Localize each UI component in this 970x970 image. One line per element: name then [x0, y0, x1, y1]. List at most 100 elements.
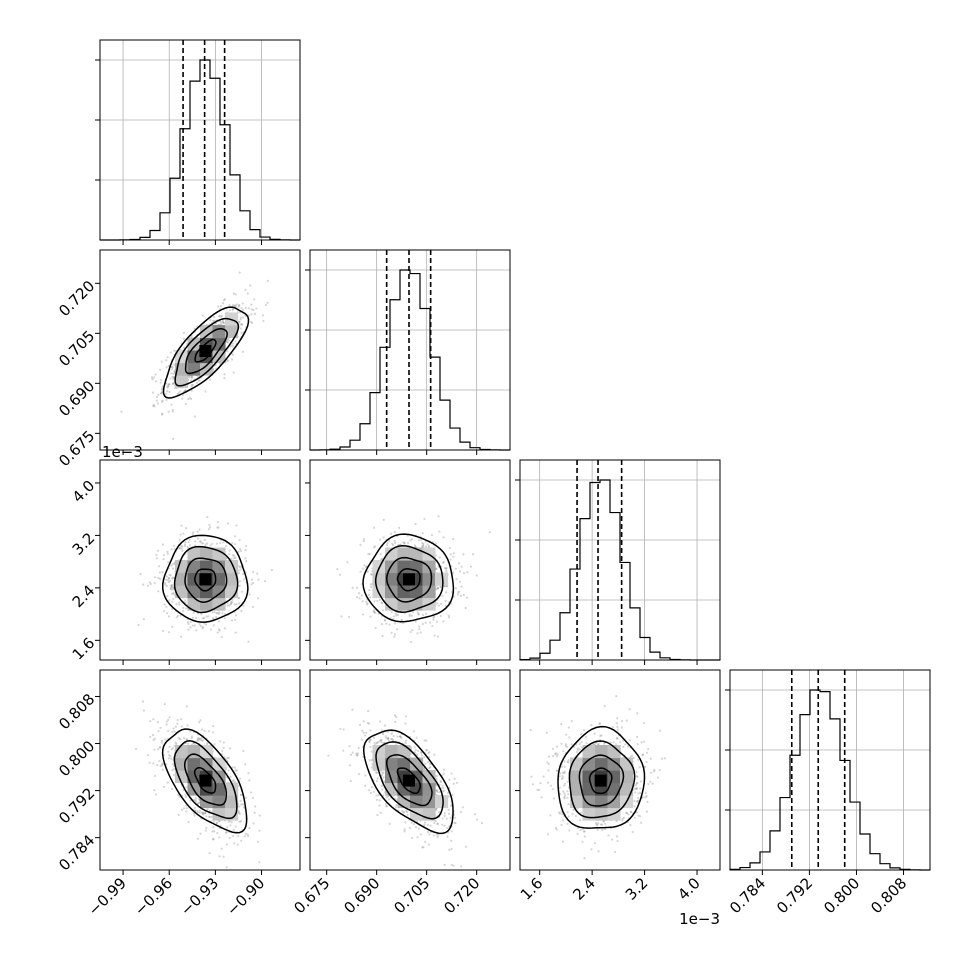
sample-point: [238, 602, 241, 605]
sample-point: [400, 737, 403, 740]
sample-point: [262, 319, 265, 323]
sample-point: [208, 815, 211, 818]
sample-point: [239, 565, 242, 568]
density-cell: [435, 795, 449, 809]
sample-point: [394, 720, 397, 724]
sample-point: [200, 811, 204, 814]
sample-point: [462, 593, 465, 597]
sample-point: [403, 541, 406, 544]
sample-point: [452, 552, 455, 555]
sample-point: [453, 821, 456, 824]
sample-point: [387, 739, 390, 742]
sample-point: [171, 365, 174, 368]
sample-point: [204, 811, 207, 814]
sample-point: [190, 379, 193, 382]
sample-point: [238, 565, 241, 568]
sample-point: [403, 830, 406, 833]
sample-point: [413, 751, 416, 754]
sample-point: [172, 377, 175, 381]
sample-point: [475, 818, 479, 821]
sample-point: [206, 808, 209, 811]
sample-point: [231, 598, 234, 602]
sample-point: [417, 612, 420, 616]
sample-point: [219, 541, 222, 545]
sample-point: [391, 542, 394, 545]
sample-point: [270, 568, 274, 572]
sample-point: [266, 279, 269, 283]
sample-point: [386, 730, 389, 734]
sample-point: [362, 538, 366, 541]
sample-point: [390, 737, 393, 741]
sample-point: [187, 376, 190, 379]
sample-point: [373, 600, 376, 603]
sample-point: [234, 825, 237, 828]
sample-point: [166, 578, 169, 582]
sample-point: [215, 611, 218, 615]
sample-point: [171, 366, 174, 369]
contour-1-2-1: [386, 556, 433, 603]
sample-point: [141, 700, 145, 703]
sample-point: [169, 584, 173, 587]
sample-point: [168, 579, 171, 583]
sample-point: [233, 603, 236, 606]
sample-point: [400, 619, 403, 622]
density-1-3: [327, 708, 484, 868]
sample-point: [218, 314, 221, 317]
sample-point: [209, 526, 212, 529]
sample-point: [177, 392, 180, 395]
sample-point: [187, 540, 190, 544]
sample-point: [152, 391, 155, 394]
contour-0-2-2: [173, 545, 239, 614]
sample-point: [224, 831, 228, 834]
sample-point: [435, 620, 439, 623]
sample-point: [572, 808, 575, 811]
sample-point: [363, 564, 366, 567]
sample-point: [237, 550, 240, 553]
sample-point: [156, 763, 159, 767]
sample-point: [232, 304, 235, 307]
sample-point: [458, 580, 462, 583]
sample-point: [226, 604, 229, 607]
sample-point: [189, 799, 192, 802]
sample-point: [188, 376, 191, 379]
sample-point: [373, 741, 376, 745]
sample-point: [449, 816, 452, 820]
sample-point: [249, 284, 252, 287]
sample-point: [531, 783, 535, 786]
sample-point: [448, 848, 451, 851]
sample-point: [139, 572, 142, 576]
sample-point: [167, 577, 171, 580]
sample-point: [446, 826, 449, 830]
sample-point: [358, 597, 361, 600]
sample-point: [406, 541, 410, 545]
sample-point: [165, 584, 168, 588]
sample-point: [182, 788, 185, 792]
sample-point: [192, 742, 195, 745]
sample-point: [177, 737, 181, 740]
density-cell: [397, 585, 411, 599]
sample-point: [134, 747, 138, 750]
sample-point: [192, 812, 195, 815]
sample-point: [336, 568, 339, 571]
sample-point: [461, 806, 464, 809]
sample-point: [404, 722, 407, 725]
sample-point: [368, 740, 371, 744]
sample-point: [372, 526, 376, 529]
sample-point: [465, 845, 468, 848]
sample-point: [365, 731, 368, 734]
sample-point: [182, 737, 186, 740]
sample-point: [437, 810, 441, 814]
sample-point: [247, 307, 250, 310]
sample-point: [213, 830, 216, 833]
sample-point: [232, 345, 235, 348]
sample-point: [215, 821, 218, 824]
sample-point: [199, 738, 202, 741]
sample-point: [169, 755, 172, 758]
contour-0-3-2: [173, 740, 238, 820]
sample-point: [382, 776, 385, 779]
sample-point: [358, 723, 362, 726]
sample-point: [448, 546, 451, 550]
sample-point: [197, 739, 200, 742]
sample-point: [226, 341, 230, 344]
sample-point: [565, 733, 568, 736]
